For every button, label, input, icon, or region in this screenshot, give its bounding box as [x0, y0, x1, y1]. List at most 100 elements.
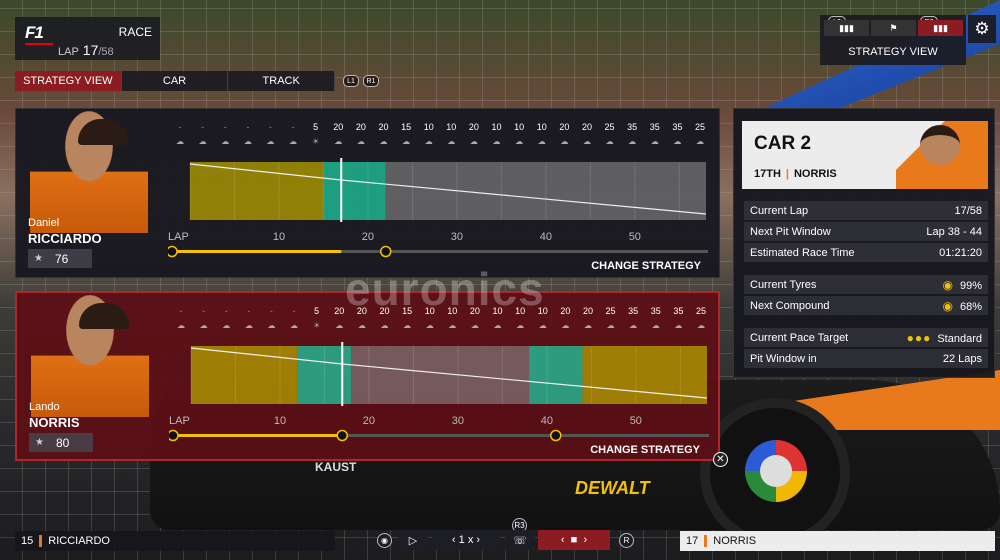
cloud-icon: ☁	[515, 137, 523, 146]
driver-last-name: NORRIS	[29, 415, 80, 430]
bars-icon[interactable]: ▮▮▮	[824, 20, 869, 36]
view-selector: L2 R2 ▮▮▮ ⚑ ▮▮▮ STRATEGY VIEW	[820, 15, 966, 65]
phone-icon[interactable]: ☏	[505, 530, 535, 550]
cloud-icon: ☁	[402, 137, 410, 146]
forecast-value: 10	[492, 122, 502, 132]
watermark: euronics	[345, 263, 545, 315]
bars-icon[interactable]: ▮▮▮	[918, 20, 963, 36]
sun-icon: ☀	[313, 321, 320, 330]
cloud-icon: ☁	[425, 137, 433, 146]
pit-stop-marker[interactable]	[379, 245, 392, 258]
tab-car[interactable]: CAR	[122, 71, 229, 91]
chevron-left-icon[interactable]: ‹	[560, 534, 565, 546]
info-row-pace-target[interactable]: Current Pace Target ●●● Standard	[744, 328, 988, 347]
driver-first-name: Lando	[29, 401, 60, 413]
forecast-value: 25	[605, 122, 615, 132]
cloud-icon: ☁	[221, 137, 229, 146]
forecast-value: 10	[424, 122, 434, 132]
axis-tick: 20	[362, 231, 374, 243]
weather-forecast-strip: - ☁ - ☁ - ☁ - ☁ - ☁ - ☁ 5 ☀ 20 ☁ 20 ☁ 20 ☁ 15 ☁ 10 ☁ 10 ☁ 20 ☁ 10 ☁ 10…	[176, 122, 705, 146]
forecast-value: 20	[333, 122, 343, 132]
r-hint: R	[619, 533, 634, 548]
forecast-value: 35	[651, 306, 661, 316]
forecast-value: -	[180, 306, 183, 316]
forecast-value: -	[225, 306, 228, 316]
info-row-next-compound: Next Compound ◉ 68%	[744, 296, 988, 315]
stint-bar	[190, 162, 324, 220]
axis-tick: 40	[541, 415, 553, 427]
forecast-value: 20	[582, 122, 592, 132]
change-strategy-button[interactable]: CHANGE STRATEGY	[590, 444, 700, 456]
tab-strategy-view[interactable]: STRATEGY VIEW	[15, 71, 122, 91]
cloud-icon: ☁	[379, 137, 387, 146]
pit-stop-marker[interactable]	[336, 429, 348, 442]
chevron-right-icon[interactable]: ›	[476, 534, 481, 546]
axis-tick: 50	[629, 231, 641, 243]
axis-label: LAP	[168, 231, 189, 243]
cloud-icon: ☁	[674, 321, 682, 330]
sun-icon: ☀	[312, 137, 319, 146]
pit-stop-marker[interactable]	[169, 429, 179, 442]
pit-stop-marker[interactable]	[550, 429, 562, 442]
close-icon[interactable]: ✕	[713, 452, 728, 467]
cloud-icon: ☁	[200, 321, 208, 330]
speed-control[interactable]: ‹ 1 x ›	[432, 530, 500, 550]
forecast-value: 35	[650, 122, 660, 132]
info-row-race-time: Estimated Race Time 01:21:20	[744, 243, 988, 262]
view-label: STRATEGY VIEW	[848, 46, 938, 58]
cloud-icon: ☁	[426, 321, 434, 330]
driver-panel-norris[interactable]: Lando NORRIS ★ 80 - ☁ - ☁ - ☁ - ☁ - ☁ - ☁ 5 ☀ 20 ☁ 20 ☁ 20 ☁…	[15, 291, 728, 467]
cloud-icon: ☁	[447, 137, 455, 146]
forecast-value: -	[179, 122, 182, 132]
stint-bar	[359, 162, 386, 220]
cloud-icon: ☁	[494, 321, 502, 330]
forecast-value: 15	[401, 122, 411, 132]
stint-bar	[529, 346, 583, 404]
race-info-box: F1 RACE LAP 17/58	[15, 17, 160, 60]
r1-hint: R1	[363, 75, 379, 87]
star-icon: ★	[34, 253, 43, 264]
axis-tick: 30	[452, 415, 464, 427]
position-bar-right: 17 NORRIS	[680, 531, 995, 551]
cloud-icon: ☁	[289, 137, 297, 146]
forecast-value: 10	[538, 306, 548, 316]
cloud-icon: ☁	[606, 137, 614, 146]
lap-counter: LAP 17/58	[58, 42, 114, 58]
strategy-chart: LAP 10 20 30 40 50	[168, 158, 708, 258]
stint-bar	[582, 346, 707, 404]
cloud-icon: ☁	[267, 321, 275, 330]
change-strategy-button[interactable]: CHANGE STRATEGY	[591, 260, 701, 272]
driver-last-name: RICCIARDO	[28, 231, 102, 246]
car-card: CAR 2 17TH | NORRIS	[742, 121, 988, 189]
gear-icon[interactable]: ⚙	[968, 15, 996, 43]
forecast-value: 20	[379, 306, 389, 316]
pit-stop-marker[interactable]	[168, 245, 178, 258]
forecast-value: 10	[515, 306, 525, 316]
f1-logo: F1	[25, 23, 53, 45]
axis-label: LAP	[169, 415, 190, 427]
flag-icon[interactable]: ⚑	[871, 20, 916, 36]
cloud-icon: ☁	[607, 321, 615, 330]
driver-photo	[896, 121, 988, 189]
camera-control[interactable]: ‹ ■ ›	[538, 530, 610, 550]
chevron-right-icon[interactable]: ›	[583, 534, 588, 546]
forecast-value: 5	[313, 122, 318, 132]
chevron-left-icon[interactable]: ‹	[451, 534, 456, 546]
tab-track[interactable]: TRACK	[228, 71, 336, 91]
axis-tick: 10	[274, 415, 286, 427]
sponsor-logo-2: KAUST	[315, 460, 357, 474]
axis-tick: 50	[630, 415, 642, 427]
cloud-icon: ☁	[380, 321, 388, 330]
cloud-icon: ☁	[471, 321, 479, 330]
play-icon[interactable]: ▷	[398, 530, 428, 550]
forecast-value: 10	[537, 122, 547, 132]
camera-icon: ■	[570, 534, 578, 546]
cloud-icon: ☁	[628, 137, 636, 146]
forecast-value: 10	[493, 306, 503, 316]
stop-icon[interactable]: ◉	[377, 533, 392, 548]
race-progress-fill	[169, 434, 343, 437]
driver-panel-ricciardo[interactable]: Daniel RICCIARDO ★ 76 - ☁ - ☁ - ☁ - ☁ - ☁ - ☁ 5 ☀ 20 ☁ 20…	[15, 108, 720, 278]
sponsor-logo: DEWALT	[575, 478, 650, 498]
cloud-icon: ☁	[584, 321, 592, 330]
forecast-value: 10	[425, 306, 435, 316]
